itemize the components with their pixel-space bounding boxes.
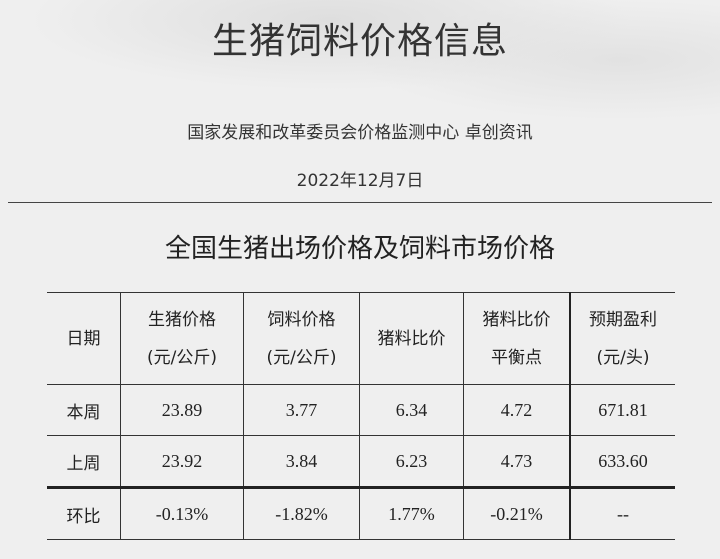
table-row: 本周 23.89 3.77 6.34 4.72 671.81 xyxy=(47,384,675,436)
table-row: 环比 -0.13% -1.82% 1.77% -0.21% -- xyxy=(47,486,675,540)
table-row: 上周 23.92 3.84 6.23 4.73 633.60 xyxy=(47,435,675,488)
header-breakeven-ratio: 猪料比价 平衡点 xyxy=(463,292,571,385)
cell: 6.34 xyxy=(359,384,464,436)
cell: -0.13% xyxy=(120,486,244,540)
header-hog-price: 生猪价格 (元/公斤) xyxy=(120,292,244,385)
cell: 633.60 xyxy=(569,435,675,488)
cell: 1.77% xyxy=(359,486,464,540)
cell: 6.23 xyxy=(359,435,464,488)
cell: -1.82% xyxy=(243,486,360,540)
row-label: 环比 xyxy=(47,486,121,540)
source-line: 国家发展和改革委员会价格监测中心 卓创资讯 xyxy=(187,123,533,143)
row-label: 本周 xyxy=(47,384,121,436)
cell: 23.92 xyxy=(120,435,244,488)
divider xyxy=(8,202,712,203)
header-feed-price: 饲料价格 (元/公斤) xyxy=(243,292,360,385)
cell: 4.72 xyxy=(463,384,571,436)
cell: 23.89 xyxy=(120,384,244,436)
page-title: 生猪饲料价格信息 xyxy=(211,21,508,62)
cell: 671.81 xyxy=(569,384,675,436)
cell: -- xyxy=(569,486,675,540)
cell: -0.21% xyxy=(463,486,571,540)
cell: 3.77 xyxy=(243,384,360,436)
background-mountain-wash xyxy=(0,0,720,200)
header-date: 日期 xyxy=(47,292,121,385)
publish-date: 2022年12月7日 xyxy=(296,171,424,191)
cell: 4.73 xyxy=(463,435,571,488)
section-title: 全国生猪出场价格及饲料市场价格 xyxy=(164,234,555,264)
cell: 3.84 xyxy=(243,435,360,488)
price-table: 日期 生猪价格 (元/公斤) 饲料价格 (元/公斤) 猪料比价 猪料比价 平衡点 预期… xyxy=(47,292,675,540)
header-expected-profit: 预期盈利 (元/头) xyxy=(569,292,675,385)
header-hog-feed-ratio: 猪料比价 xyxy=(359,292,464,385)
table-header-row: 日期 生猪价格 (元/公斤) 饲料价格 (元/公斤) 猪料比价 猪料比价 平衡点 预期… xyxy=(47,292,675,385)
row-label: 上周 xyxy=(47,435,121,488)
